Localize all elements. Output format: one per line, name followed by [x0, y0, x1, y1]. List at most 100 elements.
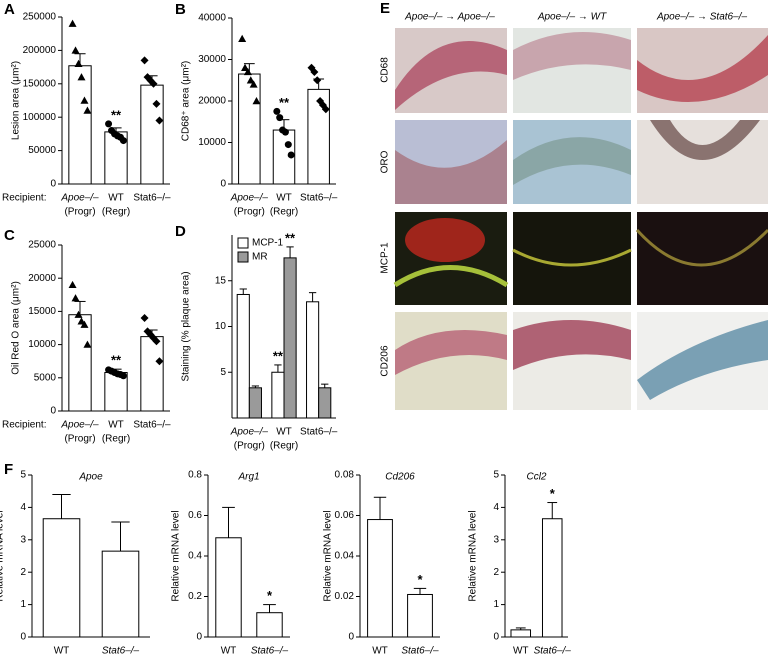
y-axis-label: Relative mRNA level — [0, 510, 6, 601]
y-axis-label: Oil Red O area (μm²) — [11, 281, 22, 375]
y-tick-label: 0 — [220, 179, 226, 190]
data-point — [140, 56, 149, 65]
data-point — [152, 99, 161, 108]
x-tick-label: Apoe–/– — [60, 420, 99, 431]
micrograph-detail — [513, 320, 631, 370]
panel-letter: D — [175, 223, 186, 240]
data-point — [155, 357, 164, 366]
data-point — [284, 141, 292, 149]
data-point — [281, 128, 289, 136]
y-tick-label: 0.04 — [335, 551, 355, 562]
x-tick-label: Apoe–/– — [60, 193, 99, 204]
micrograph-detail — [405, 218, 485, 262]
y-axis-label: Relative mRNA level — [468, 510, 479, 601]
micrograph-detail — [395, 41, 507, 110]
y-tick-label: 1 — [20, 599, 26, 610]
micrograph-detail — [513, 137, 631, 185]
x-tick-label: Stat6–/– — [251, 646, 289, 654]
x-tick-label: Stat6–/– — [534, 646, 572, 654]
y-tick-label: 25000 — [28, 240, 56, 251]
row-label: Recipient: — [2, 193, 46, 204]
data-point — [252, 97, 261, 105]
data-point — [273, 107, 281, 115]
bar — [367, 519, 393, 638]
y-tick-label: 200000 — [23, 45, 57, 56]
data-point — [238, 34, 247, 42]
row-label: Recipient: — [2, 420, 46, 431]
x-tick-label: WT — [54, 646, 70, 654]
y-tick-label: 40000 — [198, 13, 226, 24]
legend-label: MR — [252, 252, 268, 263]
y-tick-label: 0 — [196, 632, 202, 643]
data-point — [249, 80, 258, 88]
data-point — [68, 19, 77, 27]
data-point — [243, 67, 252, 76]
legend-swatch — [237, 251, 249, 263]
data-point — [310, 67, 319, 76]
data-point — [155, 116, 164, 125]
data-point — [83, 106, 92, 114]
y-tick-label: 0.2 — [188, 591, 202, 602]
micrograph-detail — [512, 248, 632, 267]
bar — [307, 88, 330, 185]
y-axis-label: Lesion area (μm²) — [11, 61, 22, 140]
data-point — [80, 320, 89, 328]
y-axis-label: Relative mRNA level — [323, 510, 334, 601]
bar — [236, 293, 250, 419]
micrograph-detail — [513, 32, 631, 80]
y-tick-label: 50000 — [28, 145, 56, 156]
y-tick-label: 4 — [20, 502, 26, 513]
legend-label: MCP-1 — [252, 238, 284, 249]
micrograph-detail — [395, 140, 507, 204]
column-header: Apoe–/– → Apoe–/– — [404, 12, 495, 23]
bar — [256, 612, 283, 638]
y-tick-label: 0 — [348, 632, 354, 643]
row-label: ORO — [380, 150, 391, 173]
data-point — [287, 151, 295, 159]
significance: ** — [285, 230, 296, 245]
x-tick-label: Stat6–/– — [401, 646, 439, 654]
x-tick-note: (Progr) — [64, 434, 95, 445]
chart-title: Apoe — [78, 472, 103, 483]
x-tick-label: Stat6–/– — [102, 646, 140, 654]
significance: ** — [111, 107, 122, 122]
data-point — [246, 76, 255, 84]
x-tick-note: (Regr) — [102, 434, 130, 445]
y-tick-label: 0.06 — [335, 510, 355, 521]
micrograph-detail — [393, 265, 509, 288]
bar — [42, 518, 81, 638]
bar — [407, 593, 433, 638]
significance: ** — [273, 348, 284, 363]
y-tick-label: 20000 — [28, 273, 56, 284]
significance: * — [417, 572, 423, 587]
micrograph — [637, 212, 768, 305]
bar — [238, 73, 261, 185]
legend-swatch — [237, 237, 249, 249]
micrograph-detail — [635, 228, 768, 267]
bar — [510, 629, 532, 638]
bar — [306, 301, 320, 419]
y-tick-label: 0.02 — [335, 591, 355, 602]
x-tick-label: Apoe–/– — [230, 427, 269, 438]
y-tick-label: 2 — [493, 567, 499, 578]
y-tick-label: 4 — [493, 502, 499, 513]
data-point — [152, 337, 161, 346]
y-tick-label: 15000 — [28, 306, 56, 317]
y-tick-label: 3 — [493, 534, 499, 545]
y-tick-label: 0.4 — [188, 551, 202, 562]
y-tick-label: 150000 — [23, 78, 57, 89]
micrograph-detail — [637, 320, 768, 400]
y-tick-label: 5 — [493, 470, 499, 481]
data-point — [105, 120, 113, 128]
y-tick-label: 10000 — [198, 137, 226, 148]
data-point — [68, 280, 77, 289]
y-tick-label: 1 — [493, 599, 499, 610]
y-tick-label: 5000 — [34, 372, 57, 383]
bar — [68, 65, 92, 185]
y-tick-label: 20000 — [198, 96, 226, 107]
significance: ** — [279, 95, 290, 110]
panel-letter: E — [380, 0, 390, 17]
panel-letter: B — [175, 1, 186, 18]
x-tick-label: WT — [276, 427, 292, 438]
